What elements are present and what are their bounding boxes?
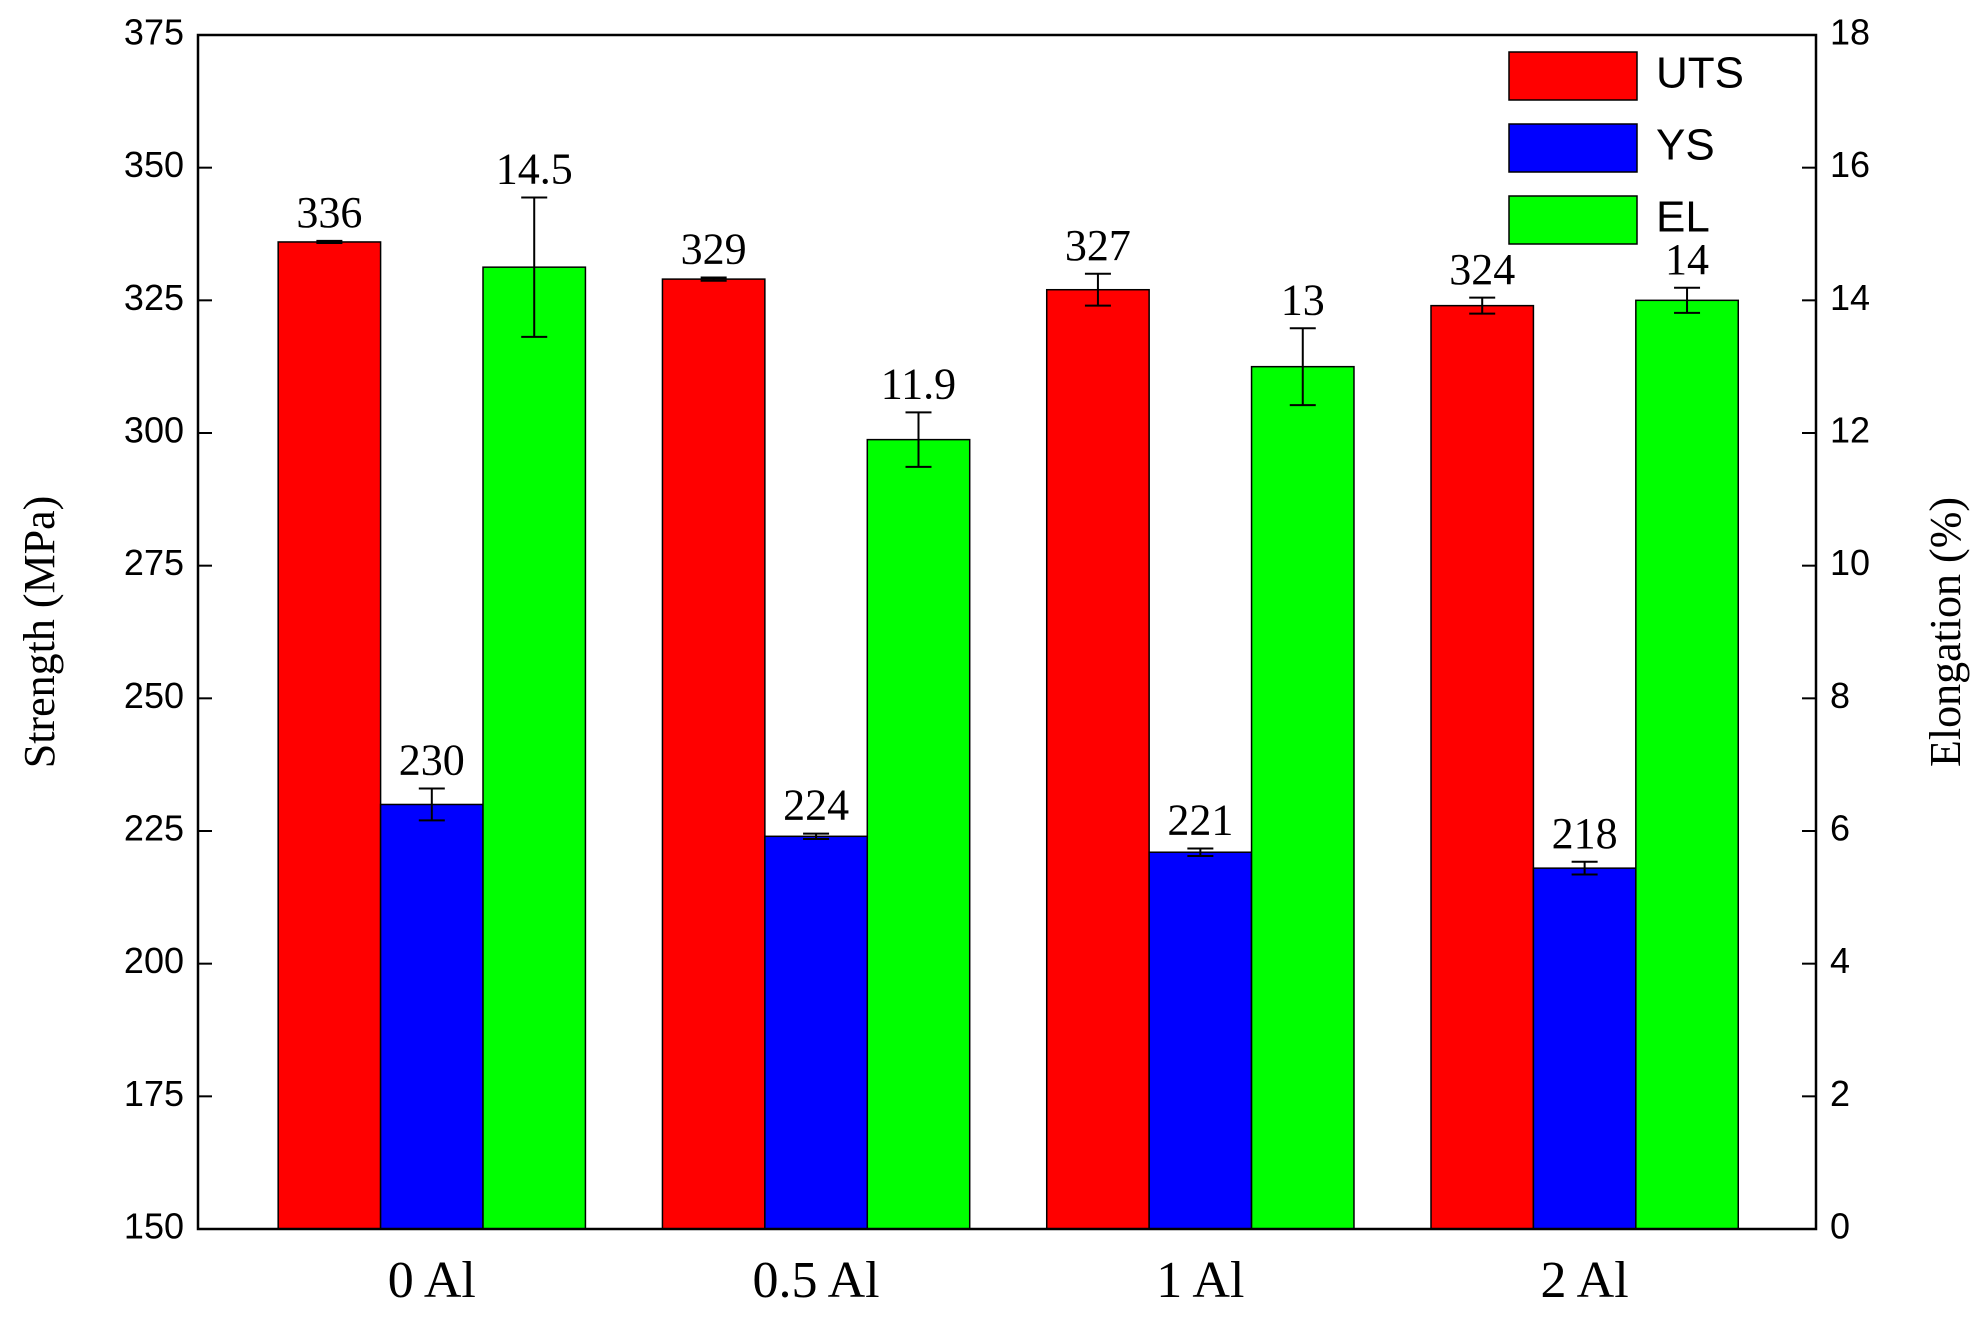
y-tick-label: 225 [124,808,184,849]
y2-tick-label: 2 [1830,1073,1850,1114]
data-label: 224 [783,781,849,830]
data-label: 230 [399,736,465,785]
x-tick-label: 0 Al [388,1252,476,1309]
bar [1250,365,1355,1230]
bar [1532,867,1637,1230]
bar [277,241,382,1230]
data-label: 327 [1065,221,1131,270]
data-label: 221 [1167,796,1233,845]
error-bar [521,196,548,338]
y2-tick-label: 8 [1830,675,1850,716]
data-label: 13 [1281,275,1325,324]
error-bar [803,832,830,840]
x-tick-label: 0.5 Al [753,1252,880,1309]
error-bar [905,411,932,468]
data-label: 324 [1449,245,1515,294]
data-label: 14.5 [496,145,573,194]
y2-tick-label: 16 [1830,144,1870,185]
bar [1430,304,1535,1230]
data-label: 329 [681,225,747,274]
error-bar [1289,327,1316,407]
x-tick-label: 1 Al [1156,1252,1244,1309]
bar [379,803,484,1230]
y2-tick-label: 0 [1830,1206,1850,1247]
y2-tick-label: 14 [1830,277,1870,318]
legend-label: UTS [1656,49,1744,98]
y2-axis-title: Elongation (%) [1921,497,1970,767]
data-label: 336 [296,188,362,237]
data-label: 218 [1552,809,1618,858]
y2-tick-label: 18 [1830,12,1870,53]
error-bar [1084,272,1111,307]
y-tick-label: 300 [124,410,184,451]
bar [482,266,587,1230]
y2-tick-label: 4 [1830,940,1850,981]
y-tick-label: 275 [124,542,184,583]
bar [764,835,869,1230]
error-bar [1674,286,1701,314]
y-tick-label: 375 [124,12,184,53]
bar [866,438,971,1230]
y-axis-title: Strength (MPa) [15,496,64,769]
legend-swatch [1508,51,1638,101]
y-tick-label: 250 [124,675,184,716]
error-bar [418,787,445,822]
bar [1045,288,1150,1230]
plot-frame [196,33,1818,1231]
legend-label: YS [1656,121,1715,170]
data-label: 11.9 [881,360,956,409]
y-tick-label: 175 [124,1073,184,1114]
error-bar [1187,847,1214,857]
error-bar [700,276,727,282]
y-tick-label: 150 [124,1206,184,1247]
y2-tick-label: 12 [1830,410,1870,451]
y-tick-label: 325 [124,277,184,318]
error-bar [316,239,343,245]
y2-tick-label: 10 [1830,542,1870,583]
error-bar [1571,860,1598,876]
data-label: 14 [1665,235,1709,284]
y-tick-label: 350 [124,144,184,185]
error-bar [1469,296,1496,315]
legend-swatch [1508,123,1638,173]
bar [661,278,766,1230]
y-tick-label: 200 [124,940,184,981]
x-tick-label: 2 Al [1541,1252,1629,1309]
bar [1148,851,1253,1230]
legend-swatch [1508,195,1638,245]
bar [1635,299,1740,1230]
y2-tick-label: 6 [1830,808,1850,849]
legend-label: EL [1656,193,1710,242]
